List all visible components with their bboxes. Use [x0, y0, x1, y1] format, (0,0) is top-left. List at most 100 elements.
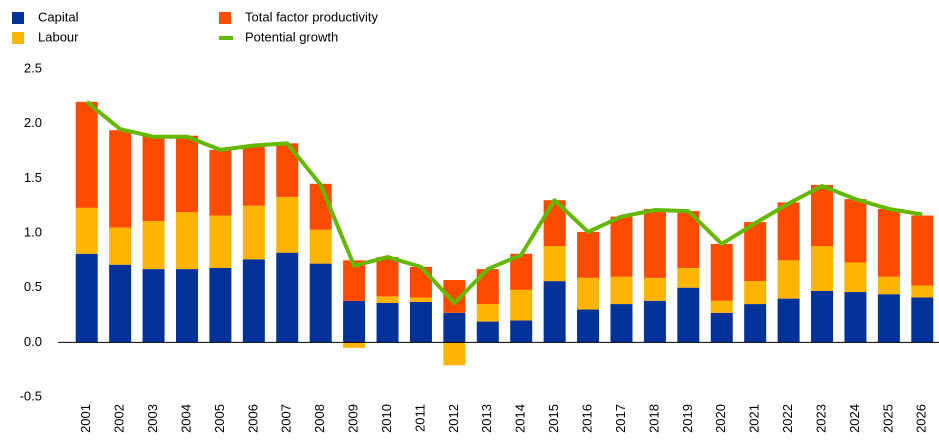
- bar: [844, 199, 867, 263]
- bar: [409, 266, 432, 298]
- x-tick-label: 2021: [747, 404, 762, 433]
- bar: [610, 304, 633, 343]
- bar: [276, 196, 299, 253]
- x-tick-label: 2025: [880, 404, 895, 433]
- bar: [142, 220, 165, 270]
- legend-label: Labour: [38, 29, 79, 44]
- bar: [409, 297, 432, 302]
- bar: [309, 263, 332, 343]
- legend-marker: [12, 12, 24, 24]
- x-tick-label: 2003: [145, 404, 160, 433]
- x-tick-label: 2011: [412, 404, 427, 432]
- bar: [610, 216, 633, 277]
- bar: [276, 143, 299, 197]
- line: [85, 100, 923, 305]
- bar: [443, 312, 466, 343]
- x-tick-label: 2018: [646, 404, 661, 433]
- y-tick-label: 2.5: [24, 60, 42, 75]
- x-tick-label: 2022: [780, 404, 795, 433]
- bar: [677, 211, 700, 268]
- bar: [343, 260, 366, 301]
- bar: [710, 300, 733, 313]
- bar: [577, 309, 600, 343]
- bar: [276, 252, 299, 343]
- bar: [409, 301, 432, 343]
- bar: [510, 320, 533, 343]
- bar: [643, 300, 666, 343]
- x-tick-label: 2006: [245, 404, 260, 433]
- bar: [844, 292, 867, 343]
- bar: [75, 101, 98, 208]
- bar: [811, 290, 834, 343]
- bar: [443, 342, 466, 366]
- bar: [877, 294, 900, 343]
- bar: [643, 208, 666, 278]
- x-tick-label: 2013: [479, 404, 494, 433]
- x-tick-label: 2004: [178, 404, 193, 433]
- y-tick-label: 2.0: [24, 115, 42, 130]
- bar: [343, 342, 366, 348]
- bar: [577, 277, 600, 310]
- x-tick-label: 2007: [279, 404, 294, 433]
- bar: [510, 253, 533, 290]
- y-tick-label: 0.0: [24, 334, 42, 349]
- bar: [911, 297, 934, 343]
- bar: [309, 229, 332, 264]
- x-tick-label: 2020: [713, 404, 728, 433]
- legend-marker: [12, 32, 24, 44]
- legend-label: Potential growth: [245, 29, 338, 44]
- bar: [877, 276, 900, 295]
- x-tick-label: 2001: [78, 404, 93, 433]
- bar: [476, 304, 499, 322]
- bar: [710, 312, 733, 343]
- bar: [175, 212, 198, 270]
- bar: [242, 205, 265, 260]
- bar: [443, 280, 466, 313]
- y-tick-label: -0.5: [20, 388, 42, 403]
- bar: [744, 222, 767, 282]
- bar: [811, 184, 834, 247]
- bar: [543, 246, 566, 282]
- x-tick-label: 2012: [446, 404, 461, 433]
- bar: [75, 253, 98, 343]
- bar: [175, 269, 198, 343]
- x-tick-label: 2023: [813, 404, 828, 433]
- bar: [476, 321, 499, 343]
- bar: [677, 267, 700, 288]
- bar: [577, 231, 600, 278]
- bar: [209, 267, 232, 343]
- bar: [343, 300, 366, 343]
- bar: [510, 289, 533, 321]
- bar: [677, 287, 700, 343]
- bar: [777, 260, 800, 299]
- x-tick-label: 2002: [112, 404, 127, 433]
- legend-label: Capital: [38, 9, 79, 24]
- x-tick-label: 2009: [346, 404, 361, 433]
- bar: [376, 302, 399, 343]
- bar: [777, 298, 800, 343]
- bar: [109, 264, 132, 343]
- bar: [811, 246, 834, 291]
- bar: [209, 149, 232, 216]
- bar: [376, 296, 399, 303]
- bar: [911, 215, 934, 286]
- bar: [209, 215, 232, 268]
- legend-label: Total factor productivity: [245, 9, 378, 24]
- bar: [142, 269, 165, 343]
- x-tick-label: 2014: [513, 404, 528, 433]
- bar: [911, 285, 934, 298]
- y-tick-label: 0.5: [24, 279, 42, 294]
- bar: [75, 207, 98, 254]
- bar: [777, 202, 800, 261]
- bar: [543, 281, 566, 343]
- bar: [744, 304, 767, 343]
- bar: [175, 135, 198, 213]
- y-tick-label: 1.5: [24, 170, 42, 185]
- bar: [476, 269, 499, 305]
- legend-marker: [219, 12, 231, 24]
- x-tick-label: 2016: [579, 404, 594, 433]
- x-tick-label: 2019: [680, 404, 695, 433]
- bar: [610, 276, 633, 305]
- bar: [376, 257, 399, 297]
